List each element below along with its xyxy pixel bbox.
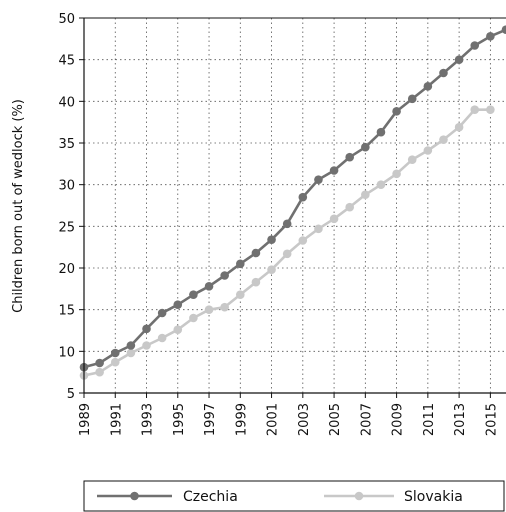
data-point-czechia [501,25,506,34]
data-point-slovakia [486,105,495,114]
data-point-czechia [110,348,120,358]
data-point-czechia [423,82,433,91]
data-point-slovakia [314,224,323,234]
data-point-slovakia [282,249,292,259]
y-tick-label: 15 [58,304,75,319]
x-tick-label: 2009 [391,403,406,436]
y-tick-label: 30 [58,179,75,194]
data-point-slovakia [454,122,464,132]
series-czechia [79,25,506,372]
data-point-slovakia [329,214,339,224]
x-tick-label: 1993 [141,403,156,436]
x-tick-label: 2011 [422,403,437,436]
x-tick-label: 1997 [203,403,218,436]
data-point-czechia [220,271,229,280]
axes [79,17,506,398]
data-point-slovakia [157,333,167,343]
data-point-czechia [454,55,464,64]
data-point-czechia [470,41,480,50]
data-point-czechia [314,175,323,184]
data-point-czechia [392,107,401,116]
data-point-czechia [439,68,448,78]
y-tick-label: 35 [58,137,75,152]
series-slovakia [79,105,495,380]
x-tick-label: 1999 [234,403,249,436]
data-point-slovakia [189,313,198,323]
data-point-czechia [126,341,136,350]
y-tick-labels: 5 10 15 20 25 30 35 40 45 50 [58,12,75,402]
data-point-czechia [235,259,245,269]
data-point-czechia [142,324,151,334]
legend: Czechia Slovakia [83,480,505,512]
y-tick-label: 25 [58,220,75,235]
data-point-czechia [361,142,370,152]
data-point-czechia [298,192,308,202]
x-tick-label: 2007 [359,403,374,436]
legend-marker-czechia [130,491,139,501]
data-point-slovakia [345,202,355,212]
y-tick-label: 20 [58,262,75,277]
data-point-czechia [376,127,386,137]
data-point-czechia [204,282,214,291]
y-tick-label: 10 [58,345,75,360]
data-point-slovakia [407,155,417,164]
data-point-slovakia [204,305,214,314]
legend-label-czechia: Czechia [183,489,238,505]
data-point-slovakia [423,146,433,155]
data-point-czechia [173,300,183,309]
data-point-slovakia [470,105,480,114]
data-point-czechia [189,290,198,299]
data-point-slovakia [251,277,261,287]
data-point-slovakia [142,341,151,350]
data-point-slovakia [110,357,120,367]
series-line-czechia [83,28,506,369]
data-point-czechia [251,248,261,258]
data-point-czechia [157,308,167,318]
data-point-slovakia [126,348,136,358]
data-point-slovakia [235,290,245,299]
y-tick-label: 5 [67,387,75,402]
data-point-slovakia [173,325,183,334]
data-point-czechia [407,94,417,104]
data-point-czechia [95,358,104,368]
data-point-slovakia [267,265,276,274]
data-point-slovakia [439,135,448,144]
x-tick-label: 2003 [297,403,312,436]
x-tick-label: 1991 [109,403,124,436]
data-point-czechia [486,32,495,41]
data-point-czechia [282,219,292,229]
y-tick-label: 45 [58,54,75,69]
data-point-czechia [329,166,339,175]
grid [84,18,506,393]
y-tick-label: 40 [58,95,75,110]
x-tick-label: 2013 [453,403,468,436]
x-tick-label: 1989 [78,403,93,436]
x-tick-label: 2005 [328,403,343,436]
y-tick-label: 50 [58,12,75,27]
data-point-czechia [345,152,355,162]
data-point-slovakia [361,190,370,199]
series-layer [79,25,506,380]
legend-label-slovakia: Slovakia [404,489,463,505]
data-point-slovakia [220,302,229,312]
x-tick-label: 2001 [266,403,281,436]
x-tick-label: 1995 [172,403,187,436]
data-point-slovakia [298,236,308,245]
data-point-czechia [267,235,276,244]
data-point-slovakia [392,169,401,179]
data-point-slovakia [376,180,386,189]
data-point-slovakia [95,367,104,377]
y-axis-title: Children born out of wedlock (%) [11,99,26,313]
x-tick-label: 2015 [484,403,499,436]
x-tick-labels: 1989 1991 1993 1995 1997 1999 2001 2003 2005 2007… [78,403,499,436]
legend-marker-slovakia [354,491,364,501]
